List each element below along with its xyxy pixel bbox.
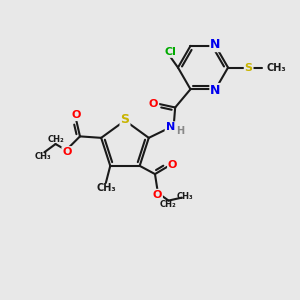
Text: CH₃: CH₃ <box>34 152 51 161</box>
Text: O: O <box>149 99 158 109</box>
Text: CH₂: CH₂ <box>160 200 176 209</box>
Text: Cl: Cl <box>165 47 176 57</box>
Text: CH₃: CH₃ <box>177 192 194 201</box>
Text: S: S <box>244 63 253 73</box>
Text: N: N <box>210 84 221 97</box>
Text: O: O <box>72 110 81 120</box>
Text: O: O <box>62 147 72 157</box>
Text: CH₂: CH₂ <box>47 135 64 144</box>
Text: O: O <box>153 190 162 200</box>
Text: H: H <box>176 126 184 136</box>
Text: N: N <box>166 122 175 132</box>
Text: CH₃: CH₃ <box>96 183 116 193</box>
Text: CH₃: CH₃ <box>266 63 286 73</box>
Text: S: S <box>121 112 130 126</box>
Text: N: N <box>210 38 221 51</box>
Text: O: O <box>168 160 177 170</box>
